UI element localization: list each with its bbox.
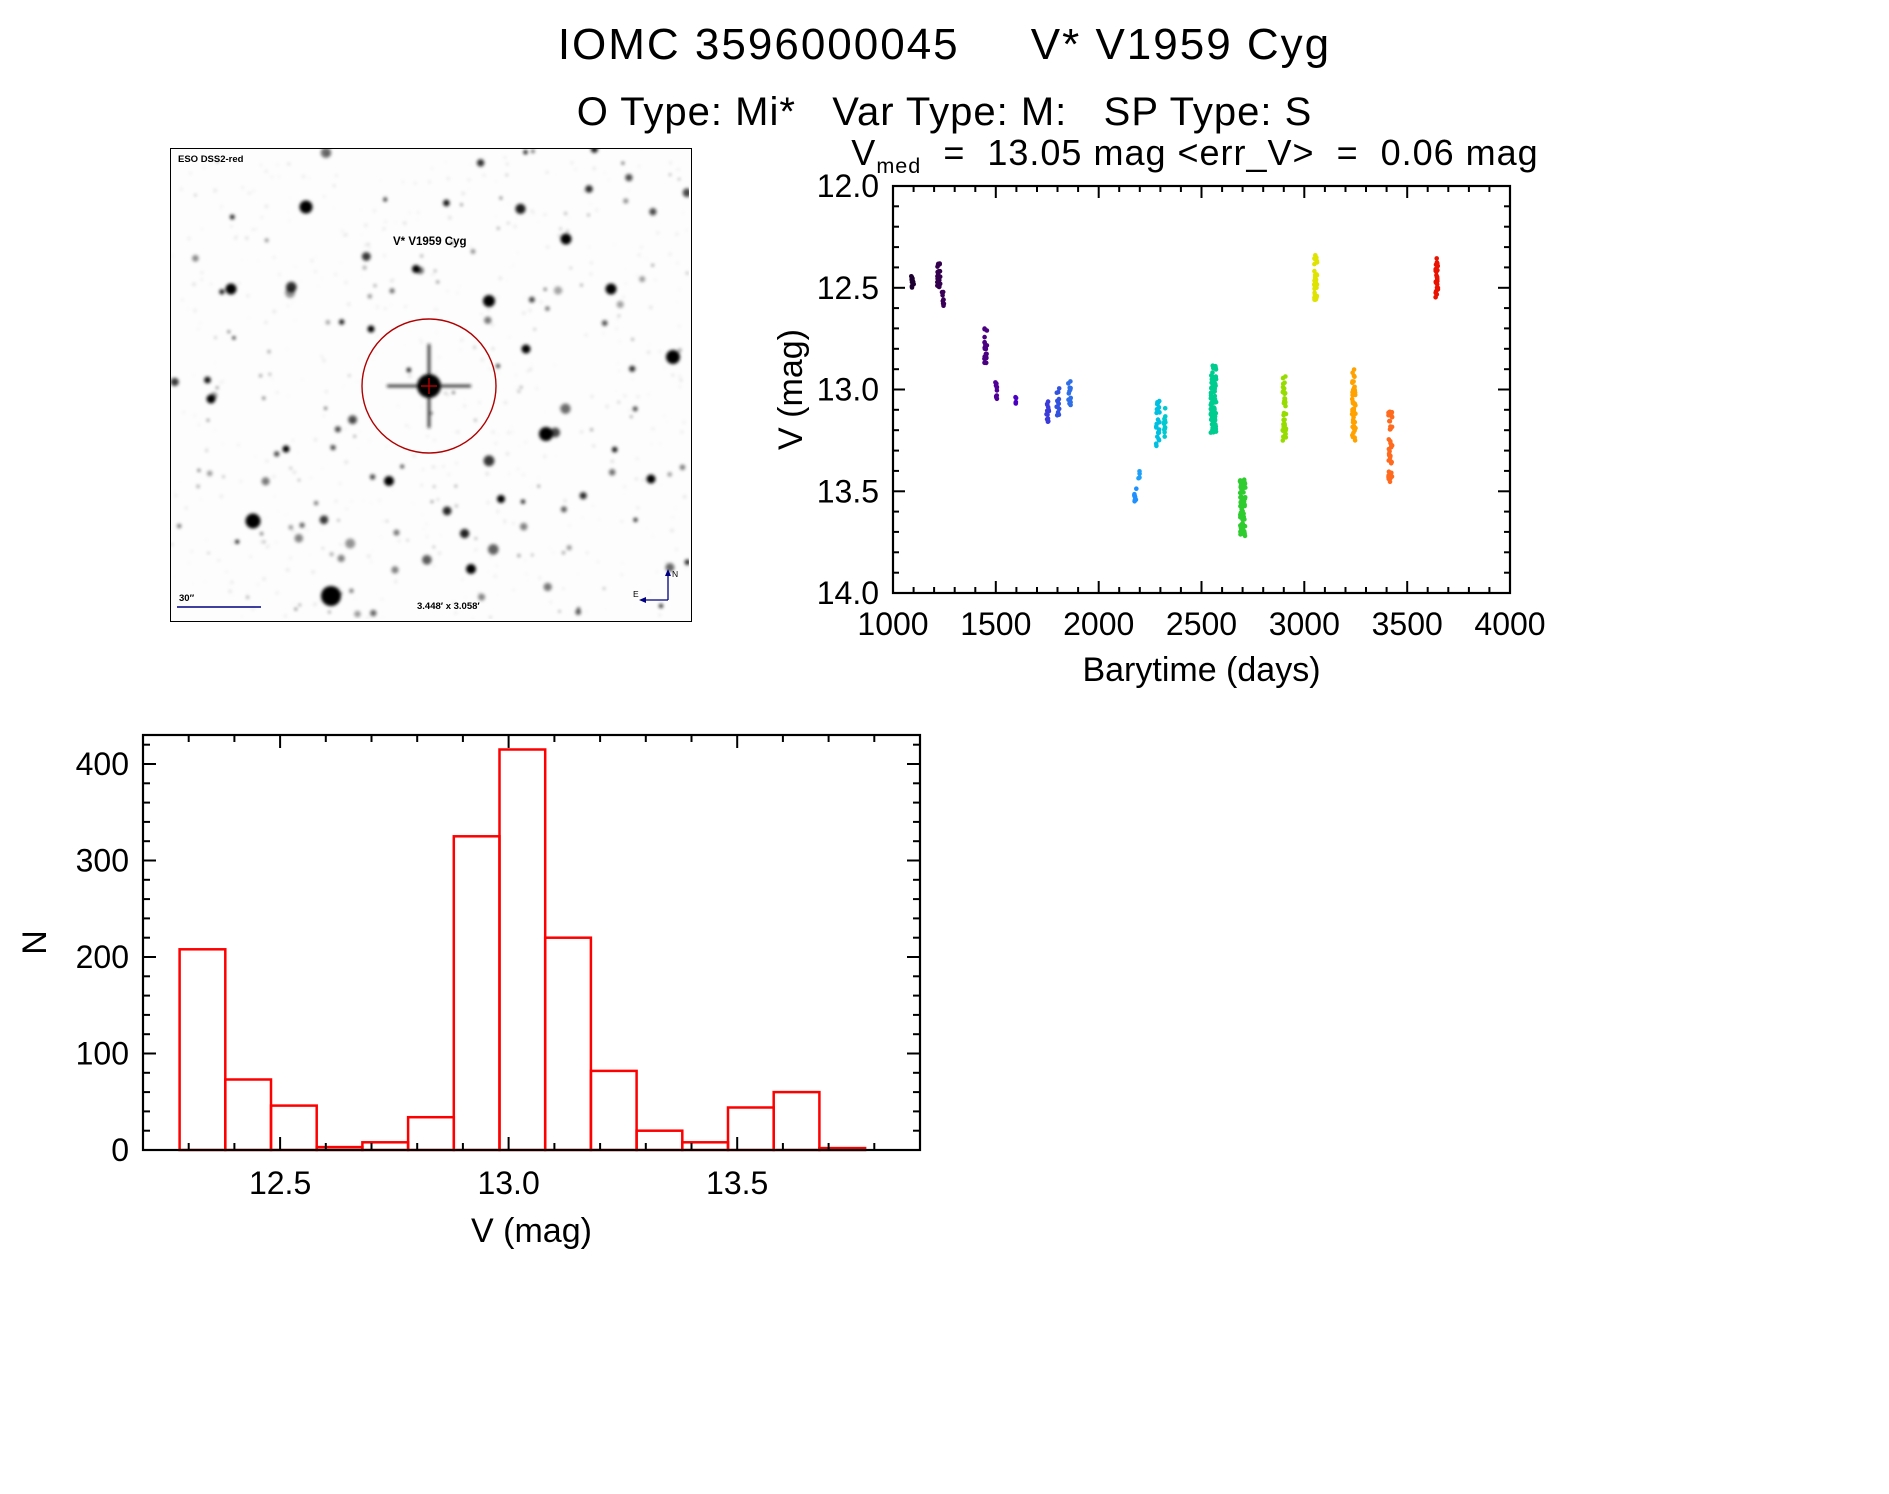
svg-text:400: 400 <box>76 746 129 782</box>
target-label: V* V1959 Cyg <box>393 236 467 248</box>
svg-text:12.5: 12.5 <box>817 270 879 306</box>
compass-east-label: E <box>633 589 639 599</box>
lightcurve-tick-labels: 1000 1500 2000 2500 3000 3500 4000 12.0 12.5 13.0… <box>817 174 1546 642</box>
svg-text:12.0: 12.0 <box>817 174 879 204</box>
histogram-panel: 12.5 13.0 13.5 0 100 200 300 400 N V (mag) <box>0 700 980 1260</box>
histogram-x-axis-label: V (mag) <box>471 1212 592 1250</box>
svg-text:1000: 1000 <box>857 606 928 642</box>
histogram-frame <box>141 733 922 1152</box>
fov-label: 3.448′ x 3.058′ <box>417 601 480 612</box>
svg-text:12.5: 12.5 <box>249 1165 311 1201</box>
lightcurve-plot: 1000 1500 2000 2500 3000 3500 4000 12.0 12.5 13.0… <box>772 174 1546 689</box>
lightcurve-ticks <box>892 185 1511 594</box>
histogram-bars <box>178 748 867 1152</box>
lightcurve-title-subscript: med <box>876 153 922 179</box>
svg-text:3000: 3000 <box>1269 606 1340 642</box>
finding-chart: V* V1959 Cyg ESO DSS2-red 30″ 3.448′ x 3.05… <box>170 148 692 622</box>
lightcurve-y-axis-label: V (mag) <box>772 329 810 450</box>
svg-text:1500: 1500 <box>960 606 1031 642</box>
lightcurve-x-axis-label: Barytime (days) <box>1082 651 1320 689</box>
finding-chart-image: V* V1959 Cyg ESO DSS2-red 30″ 3.448′ x 3.05… <box>171 149 689 619</box>
svg-text:200: 200 <box>76 939 129 975</box>
svg-text:13.0: 13.0 <box>817 372 879 408</box>
svg-text:0: 0 <box>111 1132 129 1168</box>
lightcurve-frame <box>891 184 1512 595</box>
compass-north-label: N <box>672 569 678 579</box>
histogram-plot: 12.5 13.0 13.5 0 100 200 300 400 N V (mag) <box>16 733 922 1250</box>
page-title: IOMC 3596000045 V* V1959 Cyg <box>557 20 1332 69</box>
scale-bar: 30″ <box>177 593 261 608</box>
lightcurve-title-prefix: V <box>851 132 877 173</box>
histogram-ticks <box>143 735 921 1151</box>
svg-text:300: 300 <box>76 843 129 879</box>
page-subtitle: O Type: Mi* Var Type: M: SP Type: S <box>576 90 1313 134</box>
target-marker <box>361 318 497 454</box>
svg-text:2000: 2000 <box>1063 606 1134 642</box>
svg-text:4000: 4000 <box>1474 606 1545 642</box>
svg-text:100: 100 <box>76 1036 129 1072</box>
lightcurve-title: Vmed = 13.05 mag <err_V> = 0.06 mag <box>770 132 1560 178</box>
svg-text:14.0: 14.0 <box>817 575 879 611</box>
histogram-tick-labels: 12.5 13.0 13.5 0 100 200 300 400 <box>76 746 769 1201</box>
svg-text:13.0: 13.0 <box>477 1165 539 1201</box>
lightcurve-title-rest: = 13.05 mag <err_V> = 0.06 mag <box>921 132 1539 173</box>
compass: NE <box>633 569 678 603</box>
survey-label: ESO DSS2-red <box>178 154 244 165</box>
svg-text:3500: 3500 <box>1372 606 1443 642</box>
svg-text:2500: 2500 <box>1166 606 1237 642</box>
star-field <box>171 149 689 619</box>
svg-text:30″: 30″ <box>179 593 195 604</box>
svg-text:13.5: 13.5 <box>817 473 879 509</box>
svg-text:13.5: 13.5 <box>706 1165 768 1201</box>
histogram-y-axis-label: N <box>16 930 54 955</box>
lightcurve-points <box>909 253 1441 539</box>
lightcurve-panel: Vmed = 13.05 mag <err_V> = 0.06 mag 1000… <box>770 132 1560 689</box>
